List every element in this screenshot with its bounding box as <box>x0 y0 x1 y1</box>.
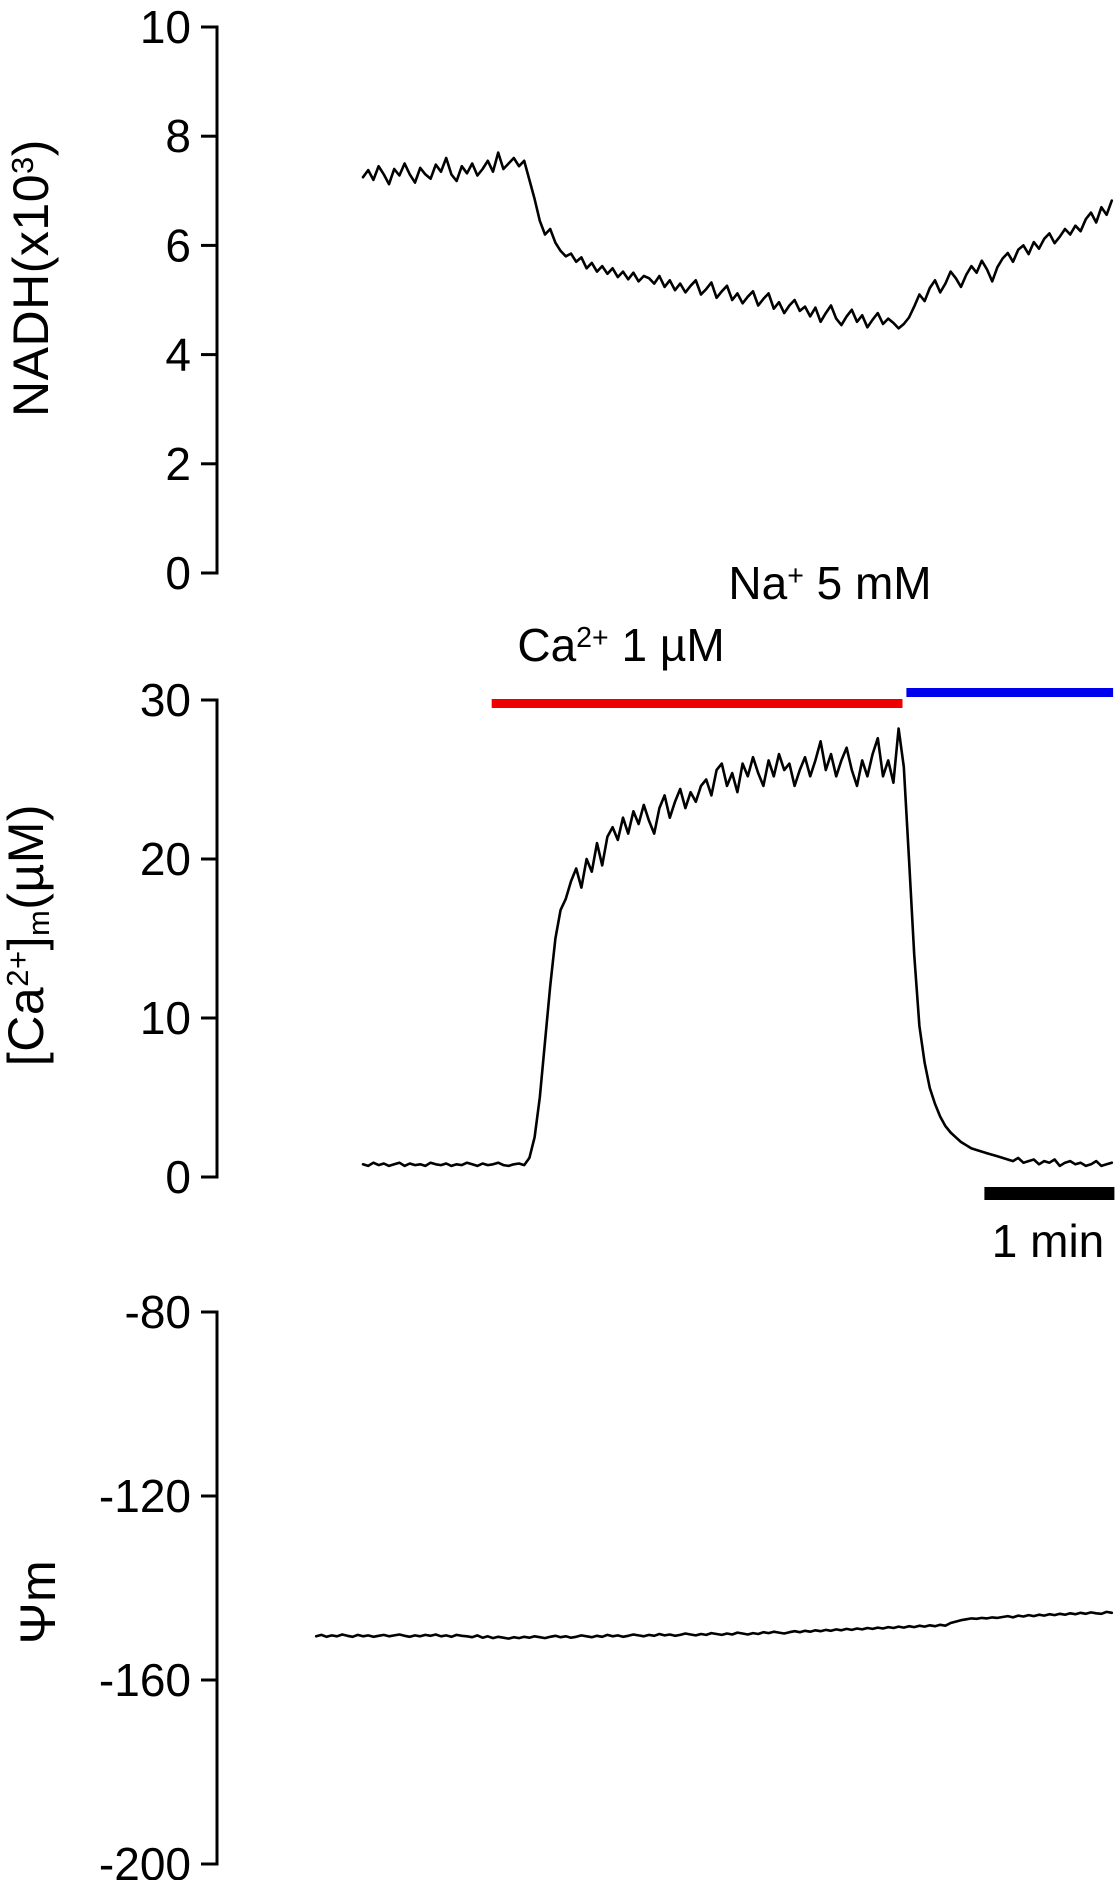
nadh-tick-label: 6 <box>165 219 191 271</box>
label-superscript: 2+ <box>0 950 35 987</box>
label-text: 1 µM <box>608 619 725 671</box>
psi-tick-label: -80 <box>125 1286 191 1338</box>
label-superscript: 3 <box>4 156 40 174</box>
psi-tick-label: -160 <box>99 1654 191 1706</box>
nadh-tick-label: 10 <box>140 1 191 53</box>
nadh-trace <box>361 151 1114 330</box>
scalebar-label: 1 min <box>991 1215 1105 1267</box>
label-subscript: m <box>20 909 56 937</box>
psi-trace <box>314 1610 1114 1640</box>
label-text: Ψm <box>10 1559 66 1645</box>
psi-tick-label: -200 <box>99 1838 191 1880</box>
label-text: [Ca <box>0 986 54 1067</box>
ca-tick-label: 30 <box>140 674 191 726</box>
nadh-tick-label: 8 <box>165 110 191 162</box>
label-text: NADH(x10 <box>3 173 59 417</box>
ca-trace <box>361 727 1114 1168</box>
panel-psi: -200 -160 -120 -80 <box>99 1286 1114 1880</box>
label-text: Ca <box>517 619 577 671</box>
label-text: 5 mM <box>803 557 932 609</box>
panel-nadh: 0 2 4 6 8 10 <box>140 1 1114 599</box>
label-superscript: 2+ <box>576 621 609 654</box>
label-text: ) <box>3 139 59 157</box>
time-scale-bar <box>984 1187 1115 1200</box>
ca-tick-label: 0 <box>165 1151 191 1203</box>
psi-axis-label: Ψm <box>10 1292 66 1880</box>
ca-application-label: Ca2+ 1 µM <box>517 620 724 671</box>
label-text: (µM) <box>0 803 54 910</box>
ca-application-bar <box>906 688 1114 697</box>
na-application-label: Na+ 5 mM <box>728 558 931 609</box>
ca-axis-label: [Ca2+]m(µM) <box>0 625 56 1245</box>
ca-tick-label: 10 <box>140 992 191 1044</box>
ca-application-bar <box>491 699 903 708</box>
psi-tick-label: -120 <box>99 1470 191 1522</box>
nadh-axis-label: NADH(x103) <box>3 0 59 588</box>
nadh-tick-label: 4 <box>165 329 191 381</box>
ca-tick-label: 20 <box>140 833 191 885</box>
label-text: ] <box>0 936 54 951</box>
label-text: Na <box>728 557 788 609</box>
panel-ca: 0 10 20 30 <box>140 674 1115 1203</box>
label-superscript: + <box>787 559 804 592</box>
nadh-tick-label: 2 <box>165 438 191 490</box>
nadh-tick-label: 0 <box>165 547 191 599</box>
